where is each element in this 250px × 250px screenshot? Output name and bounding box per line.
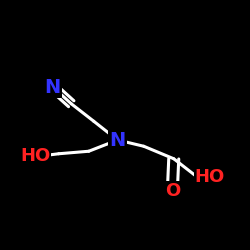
Text: N: N: [110, 130, 126, 150]
Text: HO: HO: [195, 168, 225, 186]
Text: HO: HO: [20, 147, 50, 165]
Text: N: N: [44, 78, 60, 97]
Text: O: O: [165, 182, 180, 200]
